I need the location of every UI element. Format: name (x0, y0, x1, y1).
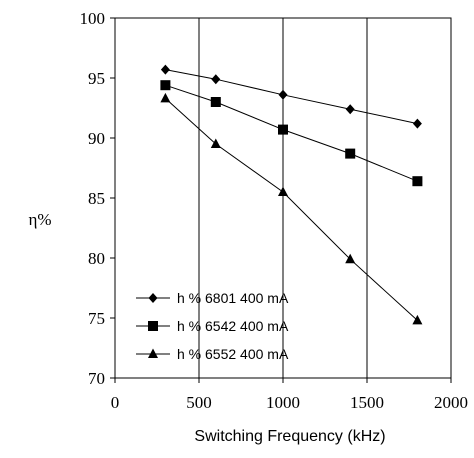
series-3 (160, 92, 423, 325)
y-axis: 70 75 80 85 90 95 100 (80, 9, 115, 388)
y-tick-label: 85 (88, 189, 105, 208)
legend-label: h % 6801 400 mA (177, 290, 289, 306)
data-point (345, 104, 355, 115)
x-tick-label: 2000 (434, 393, 468, 412)
legend: h % 6801 400 mA h % 6542 400 mA h % 6552 4… (136, 290, 289, 362)
y-tick-label: 95 (88, 69, 105, 88)
x-axis: 0 500 1000 1500 2000 (111, 378, 468, 412)
legend-label: h % 6552 400 mA (177, 346, 289, 362)
y-tick-label: 75 (88, 309, 105, 328)
x-axis-title: Switching Frequency (kHz) (194, 428, 385, 445)
legend-marker (148, 293, 158, 303)
data-point (412, 176, 423, 187)
legend-marker (148, 348, 158, 358)
data-point (278, 186, 288, 196)
series-line (165, 98, 418, 321)
x-tick-label: 1000 (266, 393, 300, 412)
data-point (211, 74, 221, 85)
x-tick-label: 1500 (350, 393, 384, 412)
y-tick-label: 90 (88, 129, 105, 148)
data-point (345, 253, 356, 264)
data-point (160, 80, 171, 91)
series-1 (160, 64, 422, 129)
data-point (412, 118, 422, 129)
data-point (160, 64, 170, 75)
x-tick-label: 0 (111, 393, 120, 412)
data-point (412, 314, 423, 325)
y-tick-label: 80 (88, 249, 105, 268)
y-tick-label: 100 (80, 9, 106, 28)
y-tick-label: 70 (88, 369, 105, 388)
data-point (210, 97, 221, 107)
data-point (160, 92, 171, 103)
y-axis-title: η% (28, 210, 51, 229)
gridlines (198, 18, 368, 378)
data-point (278, 89, 288, 100)
series-2 (160, 80, 423, 187)
data-point (345, 148, 356, 159)
legend-label: h % 6542 400 mA (177, 318, 289, 334)
data-point (278, 124, 288, 135)
legend-marker (148, 321, 158, 331)
series-line (165, 69, 418, 125)
x-tick-label: 500 (186, 393, 212, 412)
data-point (210, 138, 221, 148)
